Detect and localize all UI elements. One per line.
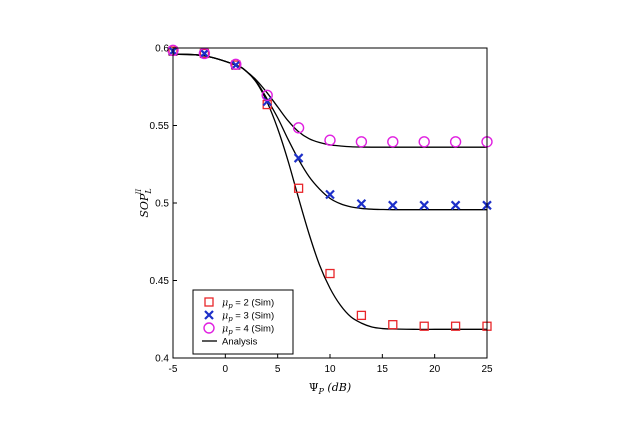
analysis-curve-2 (172, 53, 487, 211)
legend-label: Analysis (222, 337, 258, 348)
y-tick-label: 0.6 (155, 44, 169, 55)
x-tick-label: 0 (223, 364, 229, 375)
data-point (292, 122, 305, 134)
analysis-curve-1 (172, 53, 487, 331)
series-x-markers (168, 46, 492, 211)
x-tick-label: -5 (169, 364, 178, 375)
data-point (418, 136, 430, 148)
data-point (356, 310, 367, 321)
legend-entry-3: μp = 4 (Sim) (203, 322, 274, 337)
x-tick-label: 5 (275, 364, 281, 375)
x-tick-label: 10 (324, 364, 336, 375)
legend-box (192, 289, 294, 355)
x-tick-label: 20 (429, 364, 441, 375)
y-tick-label: 0.55 (150, 121, 170, 132)
data-point (324, 134, 336, 146)
legend-entry-1: μp = 2 (Sim) (204, 297, 274, 311)
legend-marker (204, 297, 214, 307)
legend-label: μp = 3 (Sim) (222, 311, 274, 324)
data-point (449, 136, 462, 148)
svg-text:ΨP (dB): ΨP (dB) (309, 381, 351, 396)
data-point (419, 321, 429, 331)
data-point (230, 58, 242, 70)
legend-marker (204, 310, 214, 320)
analysis-curves (172, 53, 487, 331)
analysis-curve-3 (172, 53, 487, 148)
data-point (387, 136, 399, 148)
data-point (388, 200, 398, 211)
data-point (293, 183, 304, 193)
data-point (261, 89, 273, 101)
axis-ticks: -5 0 5 10 15 20 25 0.4 0.45 0.5 0.55 0.6 (150, 44, 493, 376)
legend-marker (203, 322, 215, 334)
data-point (450, 200, 461, 211)
data-point (293, 153, 304, 163)
x-tick-label: 15 (377, 364, 389, 375)
y-tick-label: 0.45 (150, 276, 170, 287)
svg-text:SOPLII: SOPLII (135, 188, 153, 217)
data-point (325, 268, 335, 279)
data-point (355, 136, 368, 148)
legend-entry-2: μp = 3 (Sim) (204, 310, 274, 324)
legend: μp = 2 (Sim)μp = 3 (Sim)μp = 4 (Sim)Anal… (192, 289, 294, 355)
data-point (419, 200, 429, 211)
data-point (356, 198, 367, 209)
legend-label: μp = 2 (Sim) (222, 298, 274, 311)
legend-entry-analysis: Analysis (202, 337, 258, 348)
data-point (450, 321, 461, 331)
series-circle-markers (167, 44, 493, 148)
legend-label: μp = 4 (Sim) (222, 324, 274, 337)
x-tick-label: 25 (481, 364, 493, 375)
data-point (199, 48, 210, 59)
y-tick-label: 0.4 (155, 354, 169, 365)
y-tick-label: 0.5 (155, 199, 169, 210)
data-point (199, 48, 210, 59)
data-point (325, 189, 335, 200)
data-point (388, 320, 398, 330)
y-axis-label: SOPLII (135, 188, 153, 217)
x-axis-label: ΨP (dB) (309, 381, 351, 396)
